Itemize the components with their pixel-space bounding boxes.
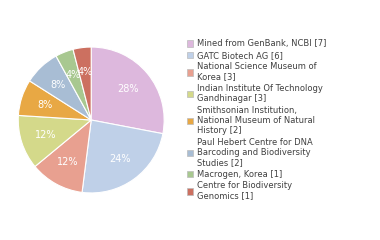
Text: 12%: 12% — [35, 130, 56, 140]
Wedge shape — [35, 120, 91, 192]
Wedge shape — [73, 47, 91, 120]
Text: 8%: 8% — [38, 100, 53, 110]
Text: 24%: 24% — [109, 154, 130, 164]
Legend: Mined from GenBank, NCBI [7], GATC Biotech AG [6], National Science Museum of
Ko: Mined from GenBank, NCBI [7], GATC Biote… — [187, 39, 326, 201]
Text: 28%: 28% — [117, 84, 139, 94]
Wedge shape — [30, 56, 91, 120]
Text: 8%: 8% — [51, 80, 66, 90]
Wedge shape — [18, 115, 91, 167]
Text: 4%: 4% — [78, 67, 93, 77]
Wedge shape — [82, 120, 163, 193]
Text: 12%: 12% — [57, 157, 79, 167]
Wedge shape — [91, 47, 164, 134]
Text: 4%: 4% — [66, 70, 81, 80]
Wedge shape — [18, 81, 91, 120]
Wedge shape — [56, 49, 91, 120]
